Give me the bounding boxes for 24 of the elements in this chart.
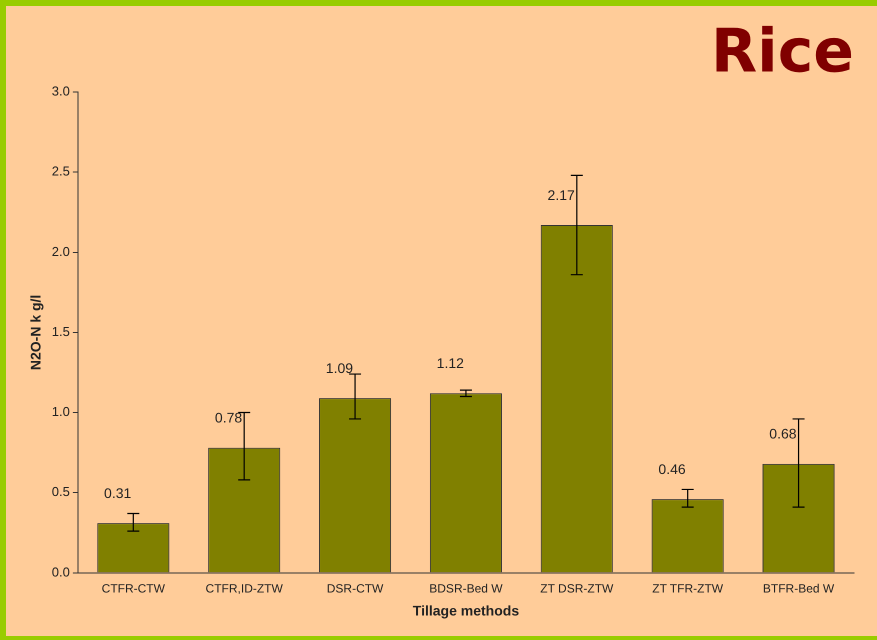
y-tick-label: 2.0 (52, 244, 70, 259)
x-tick-label: BTFR-Bed W (762, 581, 835, 596)
data-label: 0.31 (104, 484, 132, 501)
data-label: 2.17 (548, 186, 576, 203)
y-tick-label: 0.0 (52, 564, 70, 580)
x-tick-label: CTFR,ID-ZTW (206, 581, 284, 596)
x-tick-label: ZT TFR-ZTW (652, 581, 724, 596)
data-label: 0.46 (658, 460, 686, 477)
y-tick-label: 1.5 (52, 324, 70, 339)
x-tick-label: ZT DSR-ZTW (540, 581, 614, 596)
x-axis-title: Tillage methods (412, 602, 520, 618)
x-tick-label: CTFR-CTW (102, 581, 166, 596)
data-label: 0.78 (214, 410, 242, 426)
chart-title: Rice (710, 16, 854, 87)
y-tick-label: 1.0 (52, 404, 70, 420)
x-tick-label: BDSR-Bed W (429, 581, 504, 596)
y-tick-label: 2.5 (52, 164, 70, 179)
y-axis-title: N2O-N k g/l (27, 294, 44, 370)
data-label: 1.09 (326, 360, 354, 376)
x-tick-label: DSR-CTW (326, 581, 384, 596)
data-label: 1.12 (436, 355, 464, 372)
data-label: 0.68 (769, 426, 797, 442)
y-tick-label: 3.0 (52, 84, 70, 99)
y-tick-label: 0.5 (52, 484, 70, 500)
